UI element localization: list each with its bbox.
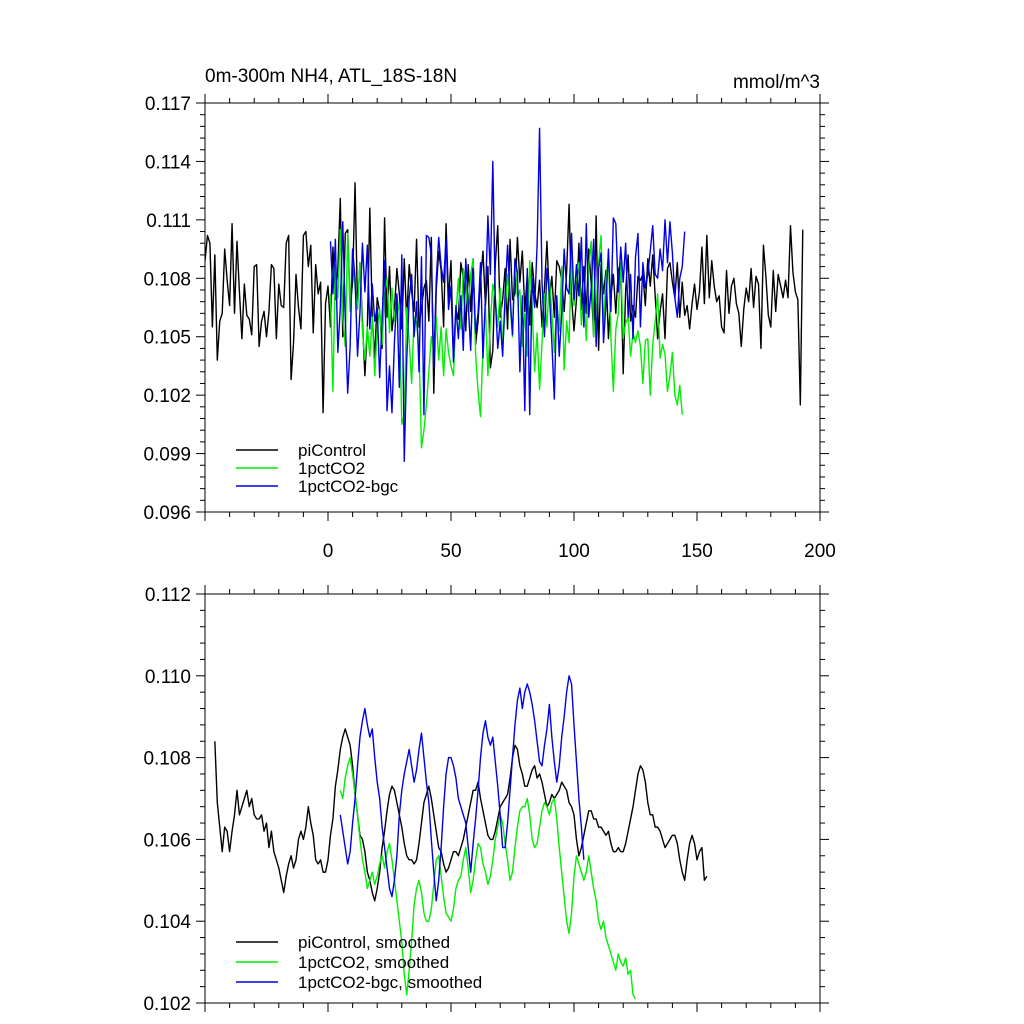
top-plot-frame (204, 102, 821, 513)
bottom-y-tick-label: 0.102 (143, 994, 191, 1015)
top-y-tick-label: 0.111 (146, 211, 191, 232)
top-chart-title: 0m-300m NH4, ATL_18S-18N (205, 66, 457, 87)
top-y-tick-label: 0.117 (145, 94, 191, 115)
top-series-layer (205, 127, 804, 463)
bottom-y-tick-label: 0.108 (143, 749, 191, 770)
top-axes-layer: 0 50 100 150 200 0.096 0.099 0.102 0.105 0.108 0.1… (143, 94, 836, 562)
bottom-axes-layer: 0.102 0.104 0.106 0.108 0.110 0.112 (143, 585, 829, 1015)
bottom-series-layer (214, 675, 708, 1000)
top-legend-label-3: 1pctCO2-bgc (298, 477, 399, 496)
bottom-plot-frame (204, 593, 821, 1004)
bottom-series-line-3 (339, 675, 585, 902)
bottom-series-line-1 (214, 728, 708, 902)
top-y-tick-label: 0.105 (143, 328, 191, 349)
top-x-tick-label: 150 (681, 541, 713, 562)
bottom-panel: 0.102 0.104 0.106 0.108 0.110 0.112 piControl… (143, 585, 829, 1015)
bottom-series-line-2 (339, 756, 637, 1000)
bottom-y-tick-label: 0.112 (145, 585, 191, 606)
top-chart-units: mmol/m^3 (733, 72, 820, 93)
top-series-line-3 (329, 127, 686, 463)
top-legend-label-2: 1pctCO2 (298, 459, 365, 478)
top-y-tick-label: 0.099 (143, 445, 191, 466)
bottom-y-tick-label: 0.104 (143, 912, 191, 933)
top-series-line-2 (329, 228, 683, 449)
bottom-y-tick-label: 0.110 (145, 667, 191, 688)
top-y-tick-label: 0.096 (143, 503, 191, 524)
bottom-legend-label-1: piControl, smoothed (298, 933, 450, 952)
bottom-y-tick-label: 0.106 (143, 830, 191, 851)
top-legend-label-1: piControl (298, 441, 366, 460)
top-x-tick-label: 200 (804, 541, 836, 562)
bottom-legend-label-2: 1pctCO2, smoothed (298, 953, 449, 972)
top-series-line-1 (205, 182, 804, 414)
top-y-tick-label: 0.108 (143, 269, 191, 290)
top-y-tick-label: 0.114 (145, 152, 192, 173)
top-y-tick-label: 0.102 (143, 386, 191, 407)
top-x-tick-label: 50 (440, 541, 461, 562)
top-x-tick-label: 0 (323, 541, 334, 562)
top-panel: 0m-300m NH4, ATL_18S-18N mmol/m^3 0 50 100… (143, 66, 835, 562)
top-x-tick-label: 100 (558, 541, 590, 562)
bottom-legend-label-3: 1pctCO2-bgc, smoothed (298, 973, 482, 992)
